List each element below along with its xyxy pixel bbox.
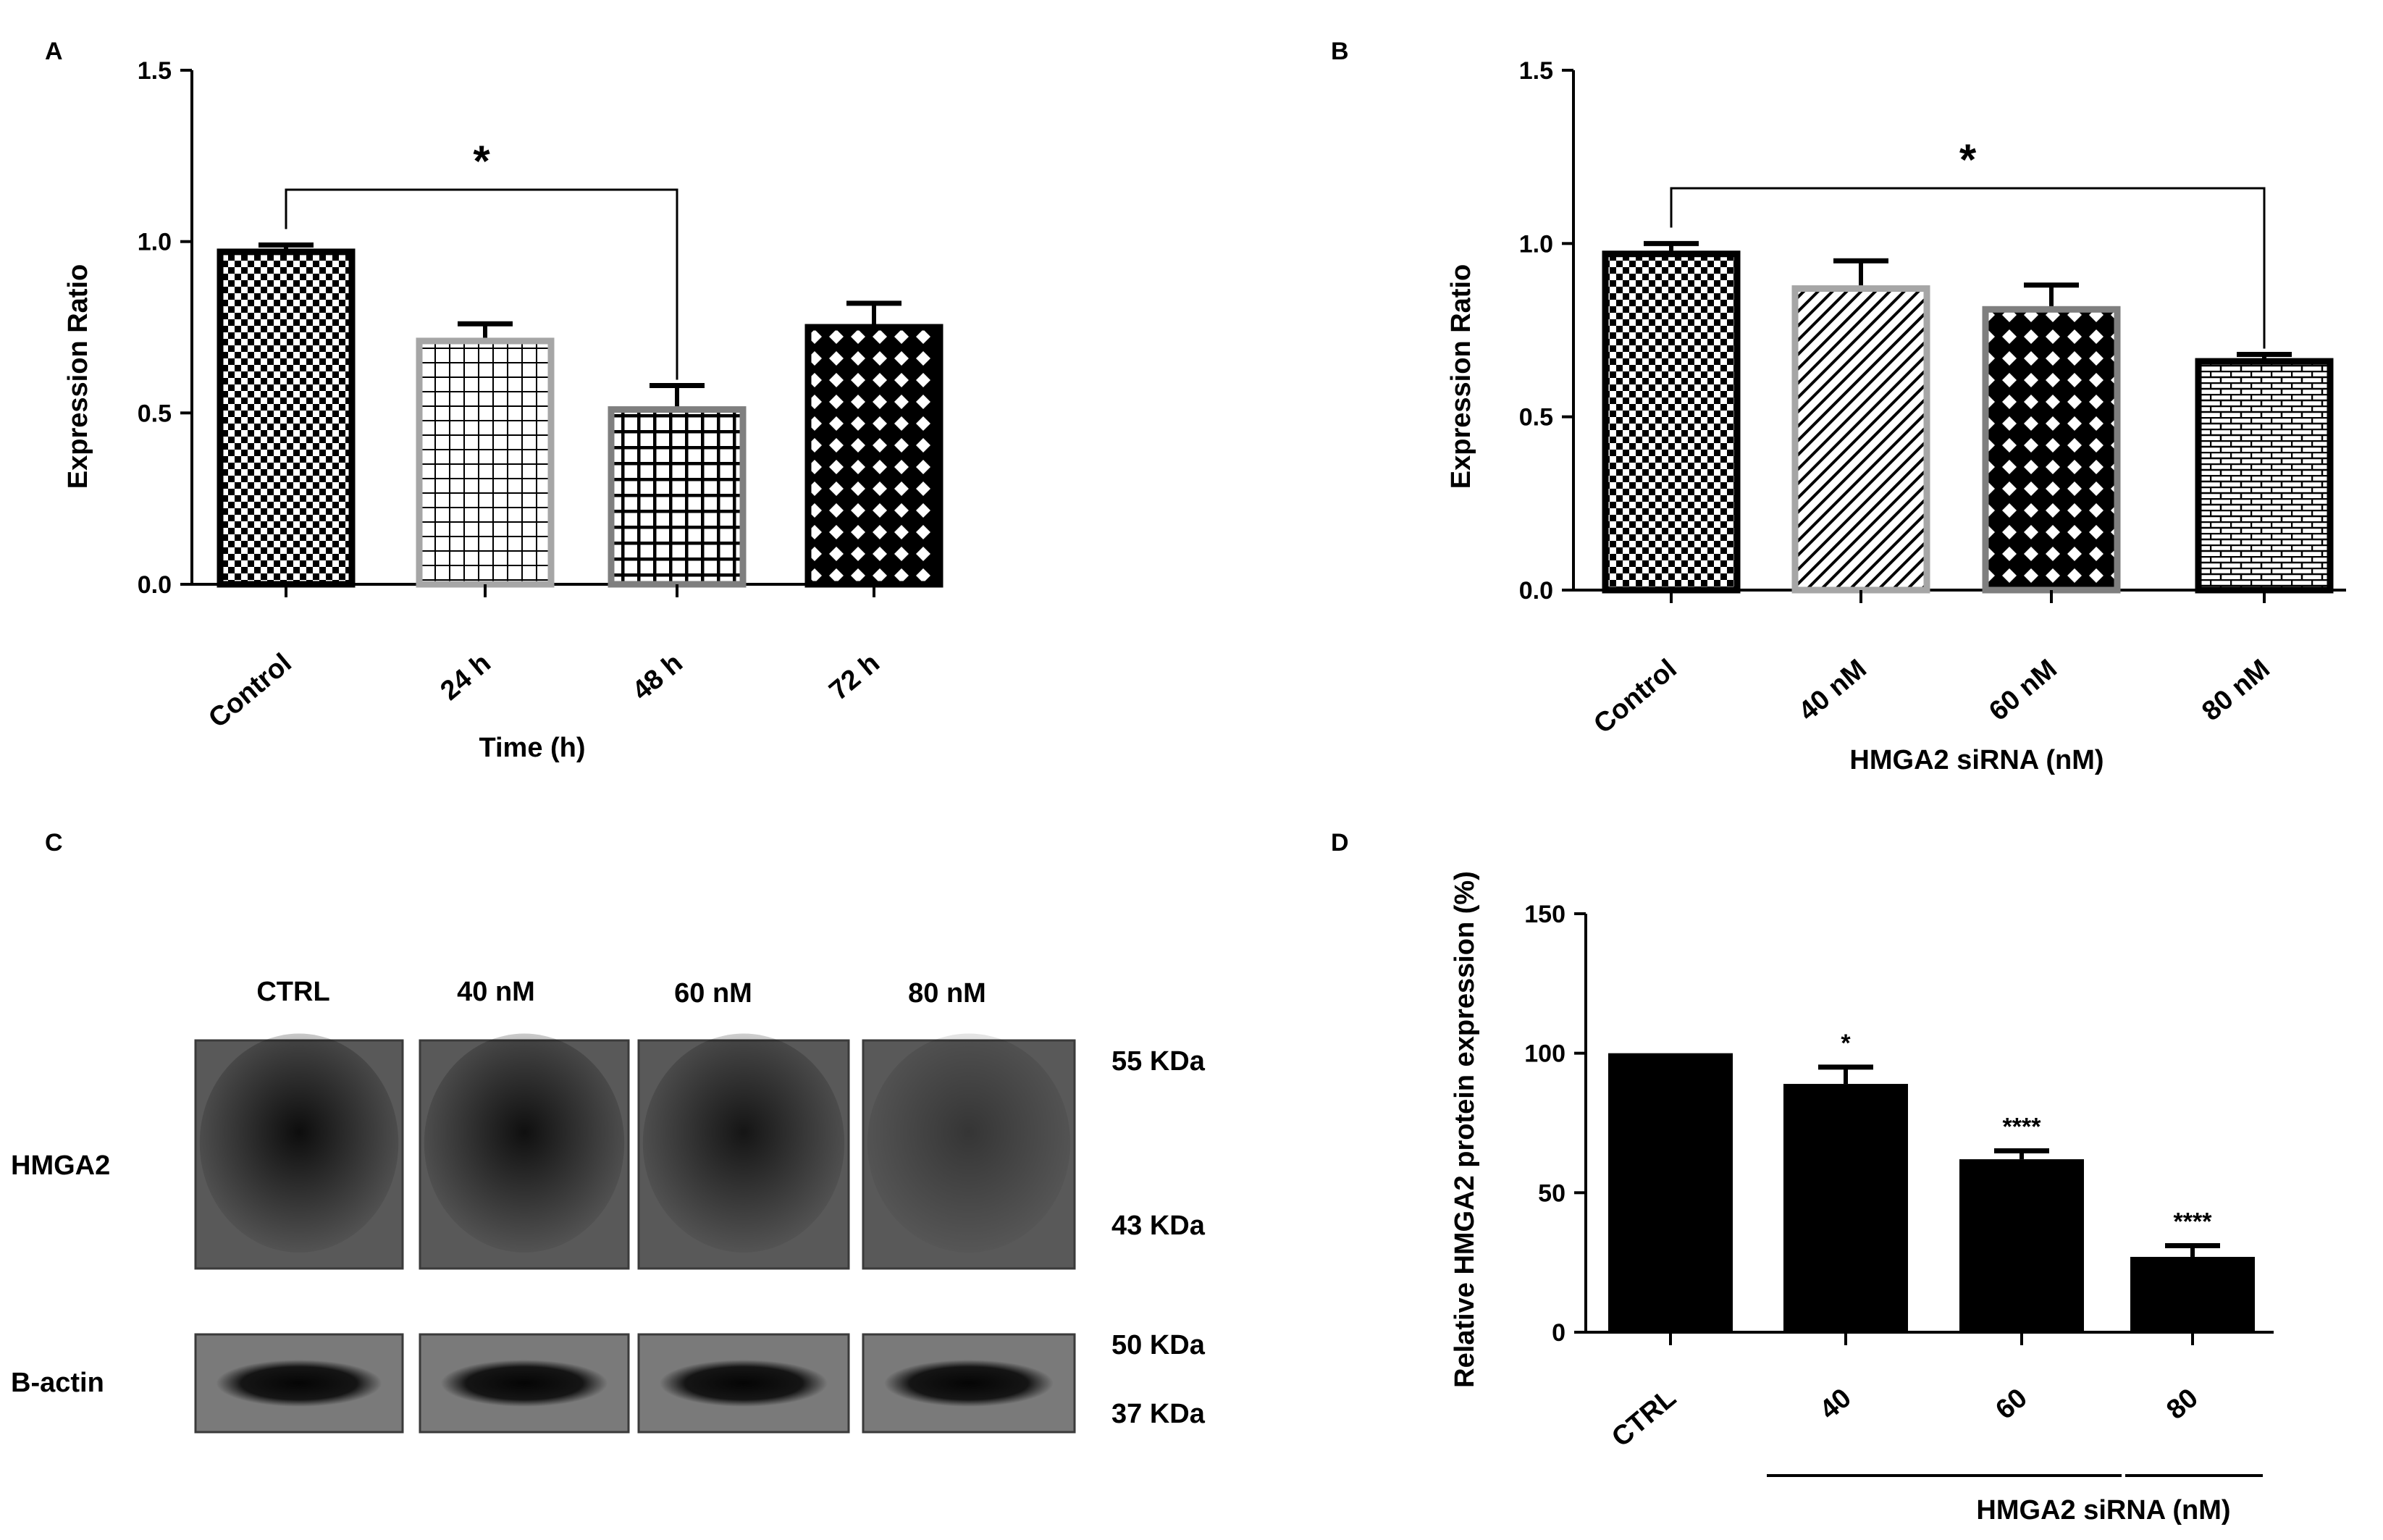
chart-b-category-label: Control bbox=[1588, 654, 1682, 740]
blot-row-label-hmga2: HMGA2 bbox=[11, 1150, 110, 1181]
chart-d-protein-expression: Relative HMGA2 protein expression (%) HM… bbox=[1450, 871, 2274, 1526]
chart-b-y-tick-label: 1.5 bbox=[1519, 57, 1553, 85]
western-blot: CTRL 40 nM 60 nM 80 nM HMGA2 B-actin 55 … bbox=[11, 977, 1206, 1434]
chart-b-xlabel: HMGA2 siRNA (nM) bbox=[1849, 745, 2103, 775]
blot-band-bactin bbox=[216, 1360, 382, 1407]
blot-band-bactin bbox=[440, 1360, 608, 1407]
chart-a-y-tick-label: 0.5 bbox=[138, 400, 172, 427]
chart-d-category-label: 80 bbox=[2161, 1383, 2203, 1426]
chart-d-y-tick-label: 0 bbox=[1552, 1319, 1565, 1347]
chart-d-significance-label: **** bbox=[2174, 1208, 2213, 1236]
blot-marker: 37 KDa bbox=[1111, 1399, 1206, 1429]
chart-b-category-label: 40 nM bbox=[1793, 654, 1873, 727]
chart-b-ylabel: Expression Ratio bbox=[1446, 264, 1476, 489]
chart-a-y-tick-label: 1.0 bbox=[138, 229, 172, 256]
blot-lane-label: 40 nM bbox=[457, 977, 535, 1007]
chart-b-expression-vs-sirna: Expression Ratio HMGA2 siRNA (nM) 0.0 0.5… bbox=[1446, 57, 2346, 775]
chart-d-category-label: 60 bbox=[1990, 1383, 2033, 1426]
chart-b-y-tick-label: 1.0 bbox=[1519, 230, 1553, 258]
blot-band-bactin bbox=[884, 1360, 1054, 1407]
chart-a-bar bbox=[608, 406, 747, 588]
blot-band-hmga2 bbox=[424, 1033, 625, 1253]
blot-marker: 55 KDa bbox=[1111, 1046, 1206, 1077]
chart-d-y-tick-label: 100 bbox=[1524, 1040, 1565, 1068]
chart-d-ylabel: Relative HMGA2 protein expression (%) bbox=[1450, 871, 1480, 1388]
panel-label-d: D bbox=[1331, 829, 1349, 857]
chart-a-category-label: Control bbox=[203, 648, 297, 734]
chart-a-bar bbox=[416, 337, 555, 588]
blot-marker: 43 KDa bbox=[1111, 1211, 1206, 1241]
blot-lane-label: CTRL bbox=[256, 977, 329, 1007]
chart-b-bar bbox=[1791, 285, 1930, 594]
chart-b-significance-star: * bbox=[1959, 135, 1977, 184]
chart-d-xlabel: HMGA2 siRNA (nM) bbox=[1976, 1495, 2230, 1526]
chart-a-category-label: 48 h bbox=[627, 648, 689, 707]
chart-b-bar bbox=[1982, 306, 2121, 594]
chart-d-significance-label: **** bbox=[2003, 1114, 2042, 1141]
blot-lane-label: 80 nM bbox=[908, 978, 986, 1009]
chart-a-xlabel: Time (h) bbox=[479, 733, 585, 763]
blot-row-label-bactin: B-actin bbox=[11, 1368, 104, 1398]
blot-band-hmga2 bbox=[642, 1033, 845, 1253]
panel-label-c: C bbox=[45, 829, 63, 857]
blot-lane-label: 60 nM bbox=[674, 978, 752, 1009]
chart-d-bar bbox=[1608, 1053, 1733, 1332]
chart-a-expression-vs-time: Expression Ratio Time (h) 0.0 0.5 1.0 1.5 Co… bbox=[63, 57, 943, 763]
chart-d-significance-label: * bbox=[1841, 1030, 1851, 1057]
panel-label-b: B bbox=[1331, 38, 1349, 65]
chart-b-category-label: 60 nM bbox=[1983, 654, 2063, 727]
chart-b-y-tick-label: 0.0 bbox=[1519, 577, 1553, 605]
chart-b-category-label: 80 nM bbox=[2196, 654, 2276, 727]
chart-a-y-tick-label: 1.5 bbox=[138, 57, 172, 85]
chart-d-bar bbox=[1783, 1084, 1908, 1332]
chart-a-y-tick-label: 0.0 bbox=[138, 571, 172, 599]
chart-a-ylabel: Expression Ratio bbox=[63, 264, 93, 489]
chart-a-category-label: 24 h bbox=[435, 648, 497, 707]
chart-d-y-tick-label: 150 bbox=[1524, 901, 1565, 928]
chart-d-category-label: 40 bbox=[1814, 1383, 1857, 1426]
chart-a-significance-bracket bbox=[285, 188, 678, 380]
chart-d-category-label: CTRL bbox=[1606, 1383, 1682, 1453]
chart-b-significance-bracket bbox=[1670, 187, 2266, 349]
blot-band-hmga2 bbox=[199, 1033, 399, 1253]
blot-band-hmga2 bbox=[867, 1033, 1071, 1253]
panel-label-a: A bbox=[45, 38, 63, 65]
chart-a-category-label: 72 h bbox=[824, 648, 886, 707]
chart-b-y-tick-label: 0.5 bbox=[1519, 404, 1553, 432]
chart-b-bar bbox=[2195, 358, 2334, 594]
chart-d-y-tick-label: 50 bbox=[1538, 1179, 1565, 1207]
chart-d-bar bbox=[1959, 1159, 2084, 1332]
chart-b-bar bbox=[1602, 251, 1741, 594]
chart-d-bar bbox=[2130, 1256, 2255, 1332]
chart-a-significance-star: * bbox=[473, 137, 490, 185]
blot-band-bactin bbox=[660, 1360, 828, 1407]
chart-a-bar bbox=[804, 324, 943, 588]
chart-a-bar bbox=[217, 248, 356, 588]
blot-marker: 50 KDa bbox=[1111, 1330, 1206, 1360]
